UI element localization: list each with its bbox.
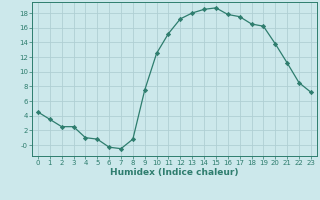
X-axis label: Humidex (Indice chaleur): Humidex (Indice chaleur) <box>110 168 239 177</box>
